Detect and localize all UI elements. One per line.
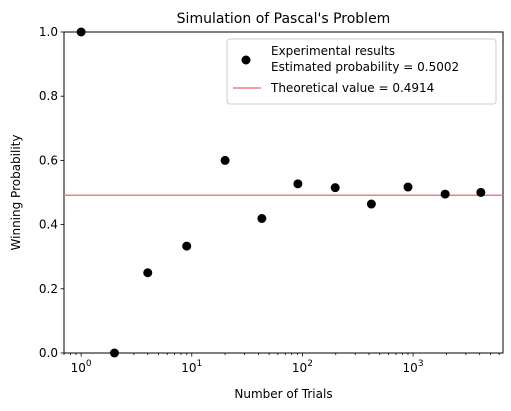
y-tick-label: 1.0 xyxy=(39,25,58,39)
data-points xyxy=(76,27,486,358)
legend-label-theoretical: Theoretical value = 0.4914 xyxy=(270,81,434,95)
data-point xyxy=(76,27,86,37)
data-point xyxy=(366,199,376,209)
legend: Experimental results Estimated probabili… xyxy=(226,38,497,105)
x-axis-title: Number of Trials xyxy=(234,387,332,401)
data-point xyxy=(476,187,486,197)
y-tick-label: 0.6 xyxy=(39,153,58,167)
legend-label-experimental: Experimental results xyxy=(271,44,395,58)
plot-frame xyxy=(63,31,504,354)
y-tick-label: 0.8 xyxy=(39,89,58,103)
x-tick-label: 102 xyxy=(292,359,313,375)
data-point xyxy=(293,179,303,189)
y-axis-ticks: 0.0 0.2 0.4 0.6 0.8 1.0 xyxy=(39,25,64,360)
x-tick-label: 101 xyxy=(181,359,202,375)
x-tick-label: 100 xyxy=(71,359,92,375)
x-axis-ticks: 100 101 102 103 xyxy=(63,353,500,375)
legend-box xyxy=(226,38,497,105)
chart-title: Simulation of Pascal's Problem xyxy=(177,11,391,27)
y-tick-label: 0.2 xyxy=(39,282,58,296)
y-axis-title: Winning Probability xyxy=(9,135,23,251)
plot-area xyxy=(63,31,504,354)
data-point xyxy=(182,241,192,251)
x-tick-label: 103 xyxy=(403,359,424,375)
legend-marker-experimental xyxy=(241,55,251,65)
y-tick-label: 0.4 xyxy=(39,218,58,232)
data-point xyxy=(257,214,267,224)
data-point xyxy=(403,182,413,192)
data-point xyxy=(330,183,340,193)
y-tick-label: 0.0 xyxy=(39,346,58,360)
data-point xyxy=(440,189,450,199)
data-point xyxy=(220,155,230,165)
legend-label-estimated: Estimated probability = 0.5002 xyxy=(271,60,459,74)
data-point xyxy=(143,268,153,278)
